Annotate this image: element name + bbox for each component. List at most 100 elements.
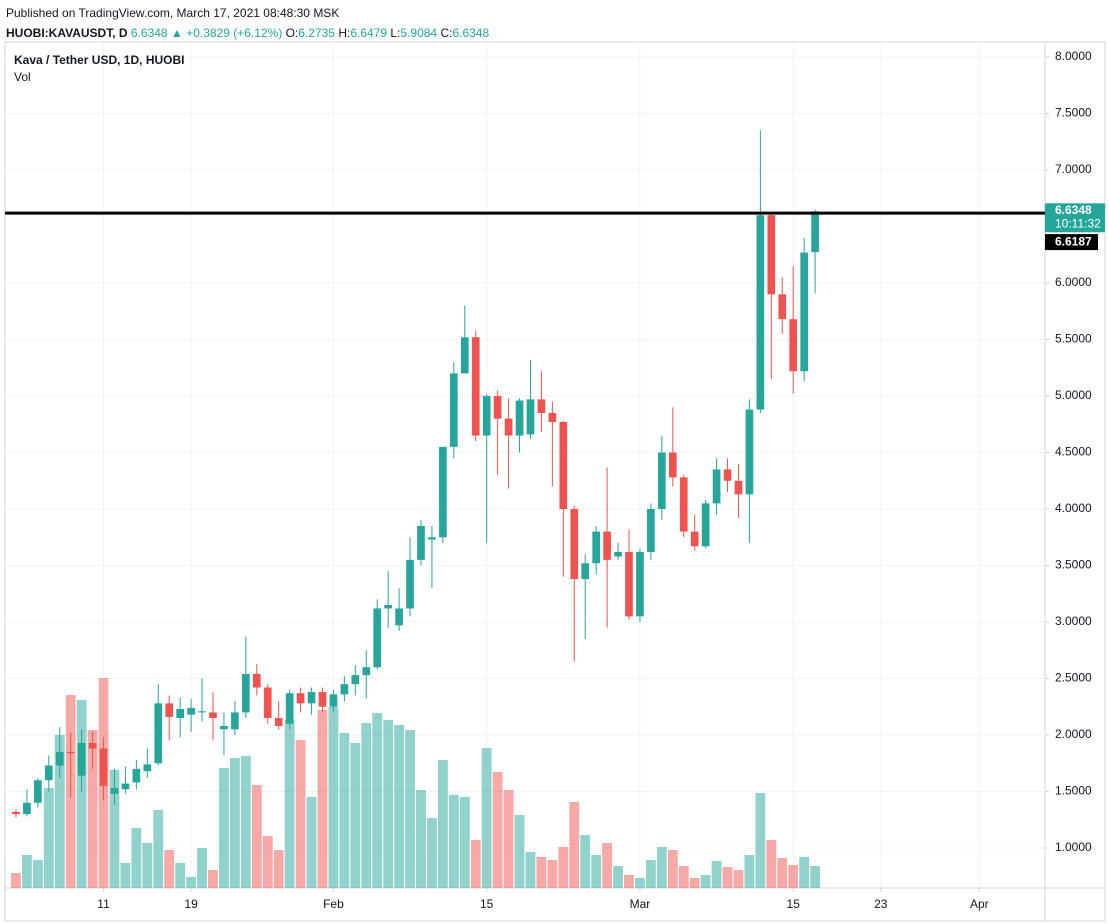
volume-bar — [613, 866, 623, 888]
volume-bar — [810, 866, 821, 888]
ohlc-value: 6.6348 — [452, 26, 490, 40]
ohlc-label: C: — [440, 26, 453, 40]
symbol: HUOBI:KAVAUSDT, D — [6, 26, 128, 40]
chart-title: Kava / Tether USD, 1D, HUOBI — [14, 53, 184, 67]
candle-body — [690, 531, 699, 547]
candle-body — [614, 551, 622, 557]
candle-body — [44, 765, 53, 781]
y-tick-label: 2.0000 — [1055, 727, 1092, 741]
ohlc-value: 5.9084 — [400, 26, 438, 40]
volume-bar — [394, 725, 405, 888]
candle-body — [515, 400, 524, 436]
candle-body — [439, 446, 447, 538]
change: +0.3829 (+6.12%) — [186, 26, 283, 40]
candle-body — [66, 751, 75, 754]
candle-body — [460, 337, 469, 374]
candle-body — [789, 319, 798, 372]
volume-bar — [120, 863, 131, 888]
candles — [12, 130, 819, 818]
candle-body — [811, 211, 819, 253]
candle-body — [384, 605, 392, 609]
volume-bar — [602, 843, 613, 888]
candle-body — [23, 802, 31, 815]
candle-body — [406, 559, 414, 609]
candle-body — [581, 563, 590, 580]
candle-body — [176, 709, 184, 719]
volume-bar — [54, 735, 65, 888]
candle-body — [220, 725, 228, 730]
volume-bar — [273, 850, 284, 888]
volume-bar — [131, 828, 142, 888]
volume-bar — [109, 770, 120, 888]
ohlc-label: O: — [285, 26, 299, 40]
volume-bar — [722, 867, 733, 888]
candle-body — [723, 469, 732, 481]
volume-bar — [21, 855, 32, 888]
candle-body — [592, 531, 600, 564]
candle-body — [88, 742, 97, 749]
symbol-line: HUOBI:KAVAUSDT, D 6.6348 ▲ +0.3829 (+6.1… — [6, 23, 489, 43]
ohlc-value: 6.2735 — [298, 26, 335, 40]
candle-body — [165, 703, 174, 717]
y-tick-label: 1.0000 — [1055, 840, 1092, 854]
candle-body — [242, 673, 250, 713]
volume-bar — [284, 720, 295, 888]
volume-bar — [427, 818, 437, 888]
volume-bar — [459, 797, 470, 888]
volume-bar — [591, 855, 602, 888]
candle-body — [34, 780, 42, 803]
candle-body — [395, 608, 403, 626]
candle-body — [318, 692, 327, 707]
volume-bar — [755, 793, 766, 888]
ohlc-value: 6.6479 — [350, 26, 388, 40]
candle-body — [712, 469, 721, 504]
volume-bar — [777, 858, 788, 888]
candle-body — [745, 409, 754, 495]
candle-body — [285, 693, 294, 724]
candle-body — [526, 399, 535, 435]
x-tick-label: 15 — [480, 897, 494, 911]
volume-bar — [514, 815, 525, 888]
volume-bar — [32, 860, 43, 888]
candle-body — [625, 551, 633, 617]
volume-bar — [437, 760, 448, 888]
volume-bar — [492, 772, 503, 888]
candle-body — [504, 418, 513, 436]
volume-bar — [678, 866, 689, 888]
volume-bar — [142, 843, 153, 888]
grid: 1.0000 1.5000 2.0000 2.5000 3.0000 3.5000 4.00… — [5, 42, 1092, 911]
volume-bar — [317, 710, 328, 888]
candle-body — [252, 673, 261, 688]
candle-body — [55, 751, 64, 766]
candle-body — [778, 294, 787, 320]
volume-bar — [229, 758, 240, 888]
volume-bar — [175, 863, 186, 888]
volume-bar — [186, 877, 197, 888]
candle-body — [570, 509, 579, 580]
candle-body — [132, 768, 141, 783]
candle-body — [121, 783, 130, 790]
volume-bar — [295, 740, 306, 888]
volume-bar — [197, 848, 207, 888]
hline-price-box — [1045, 234, 1098, 251]
candle-body — [329, 694, 338, 707]
volume-bar — [700, 875, 711, 888]
volume-bar — [667, 850, 678, 888]
candle-body — [668, 452, 677, 478]
candle-body — [679, 477, 688, 532]
frame — [4, 41, 1106, 922]
volume-bar — [219, 768, 229, 888]
volume-bar — [645, 860, 656, 888]
y-tick-label: 2.5000 — [1055, 671, 1092, 685]
y-tick-label: 6.0000 — [1055, 275, 1092, 289]
candle-body — [537, 399, 546, 413]
volume-bar — [470, 840, 481, 888]
x-tick-label: 19 — [184, 897, 198, 911]
volume-bar — [635, 878, 645, 888]
volume-bar — [76, 700, 87, 888]
volume-bar — [240, 756, 251, 888]
candle-body — [428, 537, 436, 540]
candle-body — [647, 509, 655, 552]
